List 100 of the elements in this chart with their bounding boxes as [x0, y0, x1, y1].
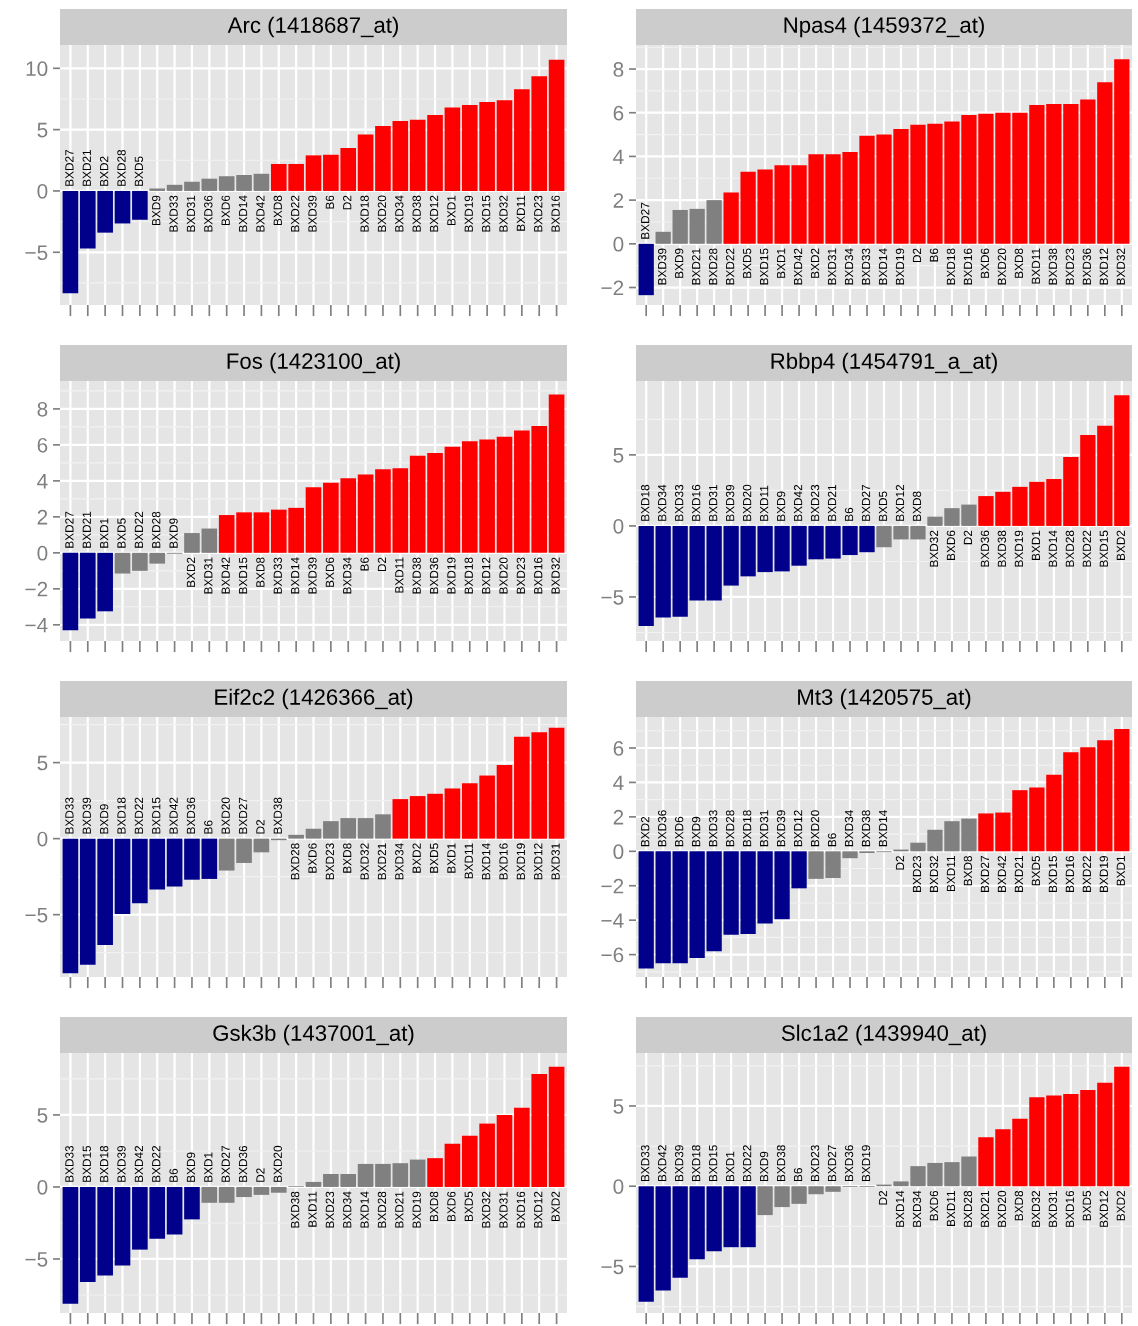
category-label: BXD32 [360, 843, 369, 880]
y-tick-label: 5 [613, 448, 624, 463]
category-label: BXD27 [65, 149, 74, 186]
y-tick-label: 0 [37, 1179, 48, 1195]
category-label: BXD6 [221, 195, 230, 225]
category-label: BXD31 [708, 484, 718, 521]
bar [427, 114, 443, 191]
bar [62, 552, 79, 631]
category-label: BXD23 [912, 855, 922, 892]
y-tick-label: 2 [613, 809, 624, 825]
bar [392, 799, 409, 839]
category-label: BXD9 [152, 195, 161, 225]
chart-title: Arc (1418687_at) [227, 16, 398, 38]
category-label: BXD14 [291, 557, 300, 594]
category-label: BXD2 [810, 248, 820, 278]
category-label: BXD36 [429, 557, 439, 594]
category-label: BXD5 [743, 248, 752, 278]
bar [427, 793, 443, 839]
category-label: BXD20 [499, 557, 508, 594]
bar [392, 121, 409, 191]
category-label: BXD19 [464, 195, 473, 232]
category-label: BXD32 [499, 195, 508, 232]
bar [409, 119, 426, 191]
category-label: BXD20 [810, 810, 820, 847]
category-label: BXD1 [447, 195, 456, 225]
category-label: BXD36 [844, 1145, 854, 1182]
category-label: BXD11 [516, 195, 525, 231]
bar [218, 176, 235, 191]
y-tick-label: 5 [37, 1108, 48, 1123]
category-label: BXD36 [238, 1145, 248, 1182]
category-label: BXD18 [464, 557, 473, 594]
category-label: BXD21 [377, 843, 386, 880]
bar [1097, 740, 1113, 852]
category-label: BXD11 [946, 856, 955, 892]
bar [444, 788, 461, 839]
bar [672, 525, 688, 617]
bar [184, 181, 200, 191]
category-label: BXD1 [1031, 530, 1040, 560]
category-label: BXD9 [691, 816, 701, 847]
category-label: BXD5 [1082, 1190, 1091, 1221]
category-label: BXD38 [997, 530, 1007, 567]
bar [253, 173, 270, 191]
category-label: BXD14 [878, 248, 888, 285]
bar [1097, 1082, 1113, 1187]
category-label: BXD11 [1031, 248, 1040, 284]
category-label: BXD38 [273, 797, 282, 834]
category-label: BXD33 [65, 1145, 74, 1182]
category-label: D2 [343, 195, 352, 210]
bar [548, 59, 565, 191]
category-label: BXD2 [412, 843, 421, 873]
category-label: BXD18 [99, 1145, 109, 1182]
bar [357, 818, 374, 839]
category-label: BXD20 [377, 195, 387, 232]
category-label: BXD22 [134, 797, 143, 834]
category-label: BXD8 [273, 195, 282, 225]
bar [638, 1186, 654, 1302]
chart-title: Eif2c2 (1426366_at) [215, 688, 413, 710]
category-label: BXD15 [1099, 530, 1108, 567]
bar [270, 1186, 287, 1193]
category-label: BXD1 [726, 1151, 735, 1182]
category-label: BXD28 [1065, 530, 1075, 567]
bar [496, 436, 513, 553]
y-tick-label: −4 [25, 618, 48, 633]
category-label: BXD38 [861, 810, 871, 847]
category-label: BXD5 [878, 491, 888, 521]
y-tick-label: 0 [37, 831, 48, 847]
category-label: BXD16 [499, 843, 508, 880]
bar [375, 1163, 391, 1187]
category-label: BXD8 [429, 1191, 439, 1221]
bar [357, 474, 374, 553]
category-label: BXD42 [657, 1145, 667, 1182]
category-label: BXD14 [360, 1191, 369, 1228]
category-label: BXD14 [878, 810, 888, 847]
category-label: BXD8 [1014, 248, 1024, 278]
y-tick-label: 2 [613, 193, 624, 208]
category-label: BXD1 [447, 843, 456, 873]
category-label: BXD39 [82, 797, 91, 834]
category-label: B6 [169, 1168, 178, 1182]
bar [201, 838, 218, 879]
y-tick-label: 4 [37, 474, 48, 489]
category-label: BXD21 [827, 484, 837, 521]
category-label: BXD39 [674, 1145, 684, 1182]
y-tick-label: 2 [37, 509, 48, 525]
bar [218, 515, 235, 553]
bar [166, 1186, 183, 1235]
bar [444, 107, 461, 191]
chart-title: Npas4 (1459372_at) [784, 16, 984, 38]
category-label: BXD19 [861, 1145, 871, 1182]
bar [218, 838, 235, 871]
category-label: BXD23 [810, 484, 820, 521]
bar [1080, 99, 1096, 244]
category-label: BXD14 [238, 195, 248, 232]
category-label: BXD27 [221, 1145, 230, 1182]
y-tick-label: −5 [25, 1252, 48, 1267]
category-label: BXD28 [725, 810, 735, 847]
category-label: BXD22 [742, 1145, 752, 1182]
category-label: BXD11 [760, 485, 769, 521]
category-label: BXD32 [929, 530, 939, 567]
category-label: BXD23 [516, 557, 526, 594]
category-label: BXD2 [186, 557, 196, 587]
